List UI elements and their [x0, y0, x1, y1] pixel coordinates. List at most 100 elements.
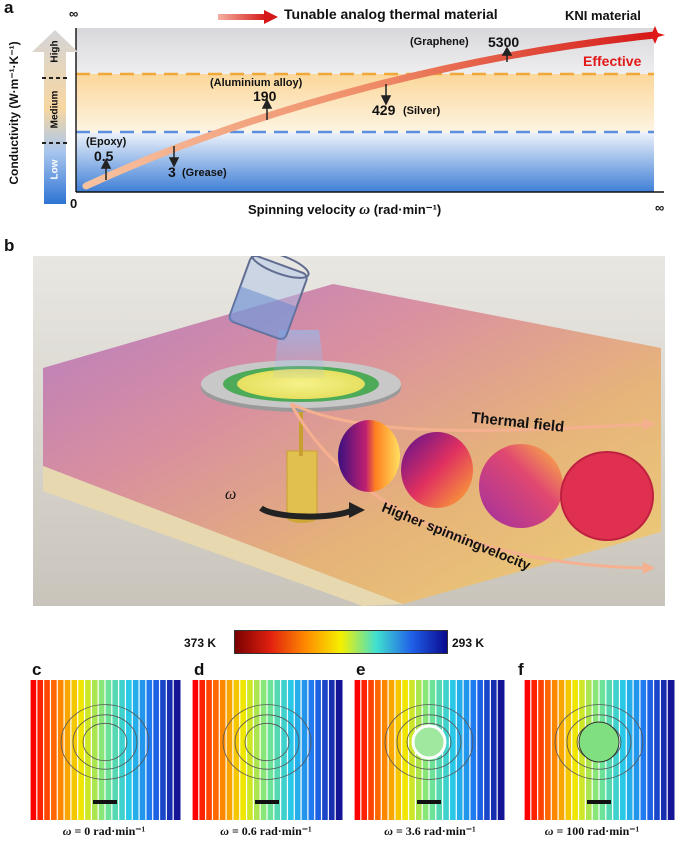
isotherm-band: [111, 680, 120, 820]
isotherm-band: [98, 680, 106, 820]
temperature-field-panel: [523, 680, 675, 820]
isotherm-band: [152, 680, 161, 820]
isotherm-band: [328, 680, 336, 820]
isotherm-band: [253, 680, 261, 820]
heat-flux-contour: [406, 722, 452, 762]
isotherm-band: [551, 680, 559, 820]
heat-flux-contour: [72, 714, 138, 770]
heat-flux-contour: [384, 704, 474, 780]
isotherm-band: [321, 680, 329, 820]
isotherm-band: [633, 680, 641, 820]
isotherm-band: [198, 680, 207, 820]
grease-value: 3: [168, 164, 176, 180]
isotherm-band: [558, 680, 566, 820]
heat-flux-contour: [222, 704, 312, 780]
isotherm-band: [239, 680, 248, 820]
caption-d: ω = 0.6 rad·min⁻¹: [220, 824, 312, 838]
panel-label-c: c: [32, 660, 42, 679]
isotherm-band: [57, 680, 65, 820]
effective-label: Effective: [583, 53, 642, 69]
isotherm-band: [646, 680, 655, 820]
conductivity-chart: [32, 10, 665, 204]
level-arrow-icon: [32, 30, 78, 204]
heat-flux-contour: [396, 714, 462, 770]
scale-bar: [587, 800, 611, 804]
isotherm-band: [571, 680, 580, 820]
isotherm-band: [205, 680, 213, 820]
isotherm-band: [273, 680, 282, 820]
isotherm-band: [476, 680, 485, 820]
isotherm-band: [118, 680, 126, 820]
heat-flux-contour: [554, 704, 644, 780]
isotherm-band: [463, 680, 471, 820]
temperature-field-panel: [29, 680, 181, 820]
temperature-colorbar: [234, 630, 448, 654]
isotherm-band: [660, 680, 668, 820]
isotherm-band: [619, 680, 627, 820]
epoxy-value: 0.5: [94, 148, 114, 164]
isotherm-band: [260, 680, 268, 820]
caption-e: ω = 3.6 rad·min⁻¹: [384, 824, 476, 838]
isotherm-band: [408, 680, 416, 820]
isotherm-band: [360, 680, 369, 820]
heat-flux-contour: [234, 714, 300, 770]
isotherm-band: [367, 680, 375, 820]
isotherm-band: [653, 680, 661, 820]
silver-name: (Silver): [403, 105, 441, 117]
panel-label-a: a: [4, 0, 14, 17]
caption-c: ω = 0 rad·min⁻¹: [62, 824, 146, 838]
grease-name: (Grease): [182, 167, 227, 179]
heat-flux-contour: [82, 722, 128, 762]
isotherm-band: [335, 680, 343, 820]
heat-flux-contour: [566, 714, 632, 770]
isotherm-band: [483, 680, 491, 820]
isotherm-band: [544, 680, 552, 820]
isotherm-band: [374, 680, 382, 820]
omega-label: ω: [225, 486, 237, 503]
isotherm-band: [43, 680, 51, 820]
isotherm-band: [139, 680, 147, 820]
isotherm-band: [91, 680, 99, 820]
isotherm-band: [490, 680, 498, 820]
aluminium-value: 190: [253, 88, 277, 104]
x-axis-label: Spinning velocity ω (rad·min⁻¹): [248, 202, 442, 218]
isotherm-band: [354, 680, 362, 820]
graphene-name: (Graphene): [410, 36, 469, 48]
y-infinity-label: ∞: [69, 6, 79, 21]
isotherm-band: [77, 680, 86, 820]
isotherm-band: [267, 680, 275, 820]
isotherm-band: [192, 680, 200, 820]
isotherm-band: [166, 680, 174, 820]
isotherm-band: [84, 680, 92, 820]
silver-value: 429: [372, 102, 396, 118]
isotherm-band: [30, 680, 38, 820]
isotherm-band: [173, 680, 181, 820]
isotherm-band: [64, 680, 72, 820]
header-arrow-icon: [218, 14, 266, 20]
isotherm-band: [307, 680, 316, 820]
colorbar-right-label: 293 K: [452, 636, 485, 650]
kni-star-icon: [645, 26, 665, 44]
isotherm-band: [388, 680, 396, 820]
scale-bar: [255, 800, 279, 804]
swirl-center: [411, 724, 447, 760]
isotherm-band: [246, 680, 254, 820]
isotherm-band: [314, 680, 323, 820]
isotherm-band: [449, 680, 457, 820]
isotherm-band: [212, 680, 220, 820]
temperature-field-panel: [353, 680, 505, 820]
isotherm-band: [381, 680, 389, 820]
isotherm-band: [639, 680, 648, 820]
scale-bar: [417, 800, 441, 804]
device-illustration: Thermal field Higher spinningvelocity ω: [33, 256, 665, 606]
colorbar-left-label: 373 K: [184, 636, 217, 650]
isotherm-band: [442, 680, 450, 820]
isotherm-band: [280, 680, 288, 820]
origin-label: 0: [70, 196, 78, 211]
x-infinity-label: ∞: [655, 200, 665, 215]
uniform-center-disk: [578, 721, 620, 763]
isotherm-band: [105, 680, 113, 820]
panel-label-d: d: [194, 660, 205, 679]
isotherm-band: [401, 680, 410, 820]
